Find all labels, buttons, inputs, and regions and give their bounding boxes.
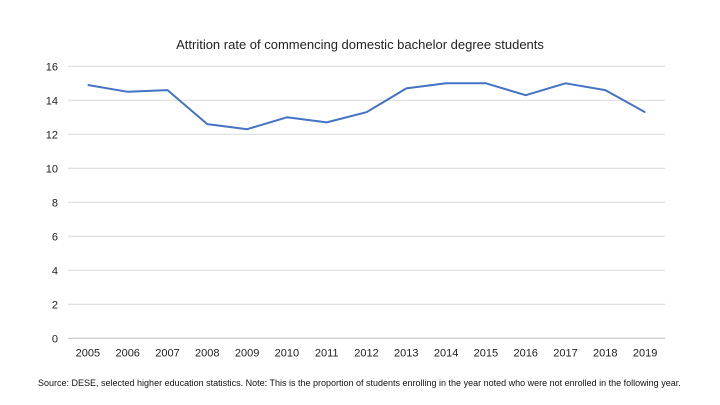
data-point [167,89,168,91]
data-point [445,82,447,84]
x-tick-label: 2015 [474,347,498,359]
x-tick-label: 2016 [513,347,537,359]
x-tick-label: 2007 [155,347,179,359]
x-tick-label: 2008 [195,347,219,359]
y-tick-label: 4 [52,265,58,277]
data-point [206,123,208,125]
y-tick-label: 0 [52,333,58,345]
data-point [246,128,248,130]
y-tick-label: 14 [46,95,58,107]
chart-title: Attrition rate of commencing domestic ba… [176,37,544,52]
x-tick-label: 2012 [354,347,378,359]
x-tick-label: 2011 [315,347,339,359]
y-tick-label: 10 [46,163,58,175]
data-point [366,111,367,113]
y-tick-label: 16 [46,61,58,73]
data-point [644,111,646,113]
data-point [525,94,527,96]
data-point [565,82,566,84]
x-tick-label: 2019 [633,347,657,359]
y-tick-label: 2 [52,299,58,311]
data-point [87,84,89,86]
data-point [405,87,407,89]
x-tick-label: 2018 [593,347,617,359]
data-point [604,89,606,91]
x-tick-label: 2017 [553,347,577,359]
x-tick-label: 2006 [115,347,139,359]
x-tick-label: 2013 [394,347,418,359]
y-tick-label: 6 [52,231,58,243]
y-tick-label: 12 [46,129,58,141]
data-point [326,121,328,123]
x-tick-label: 2014 [434,347,458,359]
x-tick-label: 2010 [275,347,299,359]
source-note: Source: DESE, selected higher education … [38,378,681,388]
data-point [286,116,288,118]
x-tick-label: 2009 [235,347,259,359]
series-line [87,82,646,131]
y-tick-label: 8 [52,197,58,209]
data-point [127,91,129,93]
data-point [485,82,487,84]
x-tick-label: 2005 [76,347,100,359]
